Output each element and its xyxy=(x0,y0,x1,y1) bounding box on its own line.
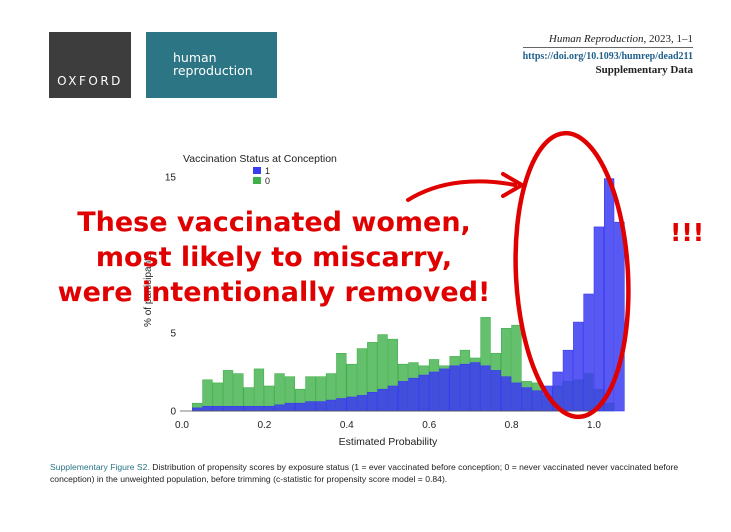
series-1-bar xyxy=(593,226,604,412)
legend-swatch-1 xyxy=(253,167,261,174)
series-1-bar xyxy=(264,405,275,412)
annotation-line-2: most likely to miscarry, xyxy=(95,242,453,273)
series-1-bar xyxy=(521,387,532,412)
series-1-bar xyxy=(377,388,388,412)
series-1-bar xyxy=(253,405,265,412)
legend-label-1: 1 xyxy=(265,166,270,176)
circle-annotation xyxy=(513,130,631,420)
journal-name: Human Reproduction xyxy=(548,33,644,45)
figure-caption: Supplementary Figure S2. Distribution of… xyxy=(50,461,690,485)
series-1-bar xyxy=(192,407,203,412)
journal-rule xyxy=(522,47,693,48)
legend-label-0: 0 xyxy=(265,176,270,186)
journal-info: Human Reproduction, 2023, 1–1 https://do… xyxy=(522,33,693,76)
doi-link[interactable]: https://doi.org/10.1093/humrep/dead211 xyxy=(522,51,693,62)
series-1-bar xyxy=(336,398,347,412)
series-1-bar xyxy=(212,405,223,412)
y-tick-label: 15 xyxy=(165,173,177,184)
series-1-bar xyxy=(459,363,471,412)
x-tick-label: 0.6 xyxy=(422,420,436,431)
series-1-bar xyxy=(583,293,594,412)
series-1-bar xyxy=(233,405,244,412)
y-tick-label: 5 xyxy=(170,329,176,340)
series-1-bar xyxy=(315,401,326,412)
annotation-line-3: were intentionally removed! xyxy=(57,277,491,308)
journal-citation: Human Reproduction, 2023, 1–1 xyxy=(523,33,693,45)
logo-line-2: reproduction xyxy=(173,63,253,78)
series-1-bar xyxy=(274,404,285,412)
series-0-bar xyxy=(253,368,265,412)
series-0-bar xyxy=(222,370,234,412)
series-1-bar xyxy=(325,399,337,412)
series-1-bar xyxy=(294,402,306,412)
oxford-logo-text: OXFORD xyxy=(57,74,123,88)
series-0-bar xyxy=(233,373,244,412)
series-1-bar xyxy=(470,362,481,412)
legend-title: Vaccination Status at Conception xyxy=(183,153,337,165)
arrow-annotation xyxy=(406,172,524,202)
x-tick-label: 1.0 xyxy=(587,420,601,431)
series-1-bar xyxy=(480,365,491,412)
red-annotation-text: These vaccinated women, most likely to m… xyxy=(0,205,548,310)
series-1-bar xyxy=(428,371,440,412)
series-1-bar xyxy=(387,385,398,412)
y-axis-label: % of participants xyxy=(143,253,154,327)
series-1-bar xyxy=(356,395,368,412)
y-tick-label: 0 xyxy=(170,407,176,418)
exclamation-marks: !!! xyxy=(670,218,705,247)
series-1-bar xyxy=(243,405,254,412)
x-tick-label: 0.0 xyxy=(175,420,189,431)
oxford-logo: OXFORD xyxy=(49,32,131,98)
series-1-bar xyxy=(305,401,316,412)
series-1-bar xyxy=(614,221,625,412)
series-1-bar xyxy=(346,396,357,412)
series-1-bar xyxy=(531,390,543,412)
series-1-bar xyxy=(449,365,460,412)
series-1-bar xyxy=(408,377,419,412)
journal-issue: , 2023, 1–1 xyxy=(643,33,694,45)
human-reproduction-logo: human reproduction xyxy=(146,32,277,98)
series-1-bar xyxy=(500,376,512,412)
series-1-bar xyxy=(367,391,378,412)
x-tick-label: 0.2 xyxy=(257,420,271,431)
axes: 0.0 0.2 0.4 0.6 0.8 1.0 0 5 15 xyxy=(165,173,602,432)
series-1-bar xyxy=(603,178,615,412)
series-1-bar xyxy=(573,321,584,412)
series-1-bar xyxy=(418,374,429,412)
section-label: Supplementary Data xyxy=(595,64,693,76)
legend-swatch-0 xyxy=(253,177,261,184)
caption-label: Supplementary Figure S2. xyxy=(50,462,150,472)
series-1-bar xyxy=(511,382,522,412)
series-1-bar xyxy=(490,370,501,412)
series-1-bar xyxy=(562,349,574,412)
series-1-bar xyxy=(439,368,450,412)
series-1-bar xyxy=(284,402,295,412)
x-tick-label: 0.8 xyxy=(505,420,519,431)
series-1-bar xyxy=(202,405,213,412)
logo-line-1: human xyxy=(173,50,217,65)
x-tick-label: 0.4 xyxy=(340,420,354,431)
caption-text: Distribution of propensity scores by exp… xyxy=(50,462,679,484)
annotation-line-1: These vaccinated women, xyxy=(77,207,471,238)
series-1-bar xyxy=(397,381,409,412)
x-axis-label: Estimated Probability xyxy=(339,436,438,448)
series-1-bar xyxy=(222,405,234,412)
